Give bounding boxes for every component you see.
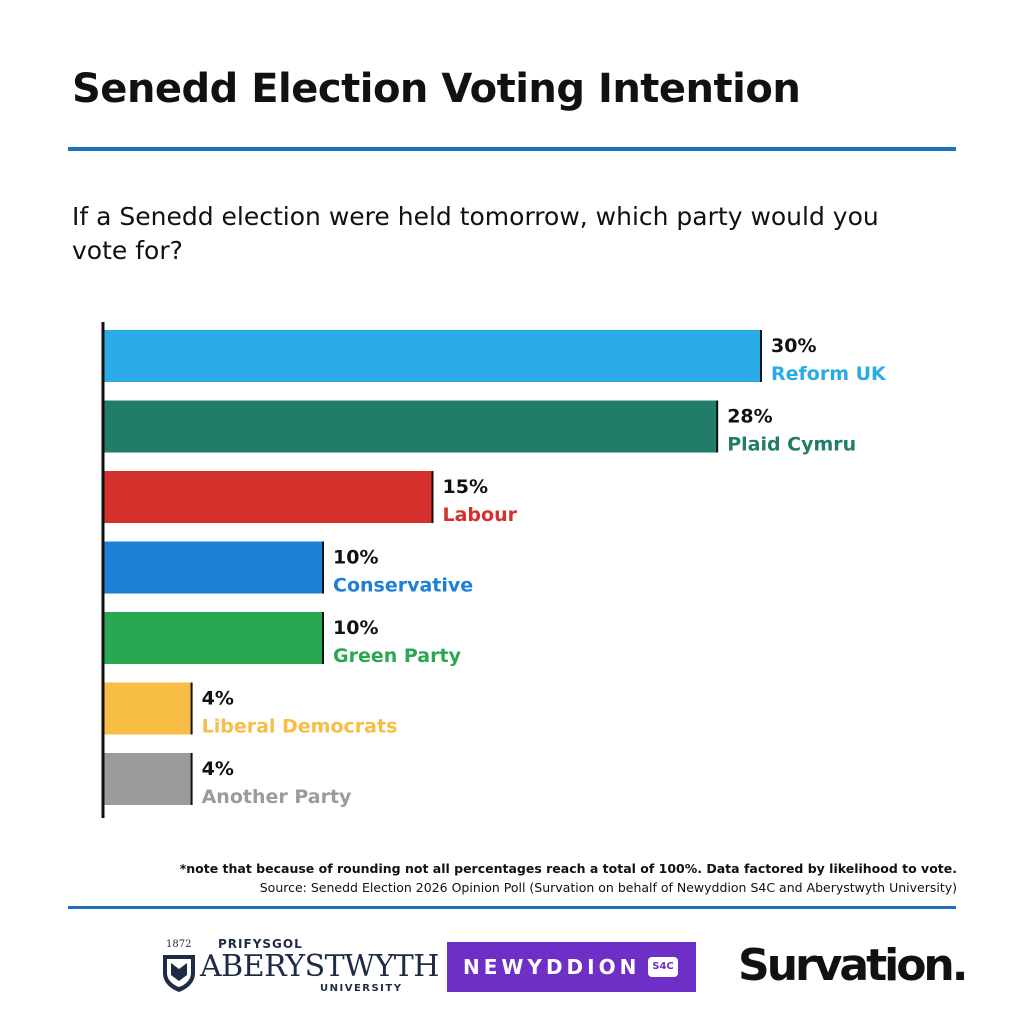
- category-label: Liberal Democrats: [202, 716, 398, 738]
- bar-green-party: [104, 612, 323, 664]
- page-title: Senedd Election Voting Intention: [72, 66, 801, 112]
- bar-plaid-cymru: [104, 400, 718, 453]
- title-divider: [68, 147, 956, 151]
- category-label: Reform UK: [771, 363, 887, 385]
- category-label: Another Party: [202, 786, 352, 808]
- source-note: Source: Senedd Election 2026 Opinion Pol…: [259, 880, 957, 895]
- newyddion-wordmark: NEWYDDION: [463, 955, 641, 979]
- value-label: 30%: [771, 335, 816, 357]
- category-label: Green Party: [333, 645, 462, 667]
- aber-university: UNIVERSITY: [320, 983, 403, 994]
- bar-reform-uk: [104, 330, 761, 382]
- bar-labour: [104, 471, 433, 523]
- aber-prifysgol: PRIFYSGOL: [218, 937, 303, 951]
- category-label: Conservative: [333, 575, 473, 597]
- newyddion-s4c-logo: NEWYDDION S4C: [447, 942, 696, 992]
- value-label: 28%: [727, 406, 772, 428]
- category-label: Labour: [443, 504, 518, 526]
- bar-chart: 30% Reform UK 28% Plaid Cymru 15% Labour 10% Co…: [101, 322, 887, 818]
- aberystwyth-university-logo: 1872 PRIFYSGOL ABERYSTWYTH UNIVERSITY: [160, 937, 439, 997]
- survation-logo: Survation.: [738, 940, 968, 991]
- aber-name: ABERYSTWYTH: [200, 949, 439, 984]
- bar-another-party: [104, 753, 192, 805]
- value-label: 10%: [333, 617, 378, 639]
- crest-icon: [163, 955, 195, 992]
- value-label: 10%: [333, 547, 378, 569]
- value-label: 4%: [202, 758, 234, 780]
- aber-year: 1872: [166, 939, 192, 950]
- value-label: 4%: [202, 688, 234, 710]
- footnote: *note that because of rounding not all p…: [179, 861, 957, 876]
- category-label: Plaid Cymru: [727, 434, 856, 456]
- footer-divider: [68, 906, 956, 909]
- s4c-badge: S4C: [648, 957, 678, 977]
- bar-conservative: [104, 541, 323, 594]
- value-label: 15%: [443, 476, 488, 498]
- bar-liberal-democrats: [104, 682, 192, 735]
- chart-question: If a Senedd election were held tomorrow,…: [72, 202, 879, 265]
